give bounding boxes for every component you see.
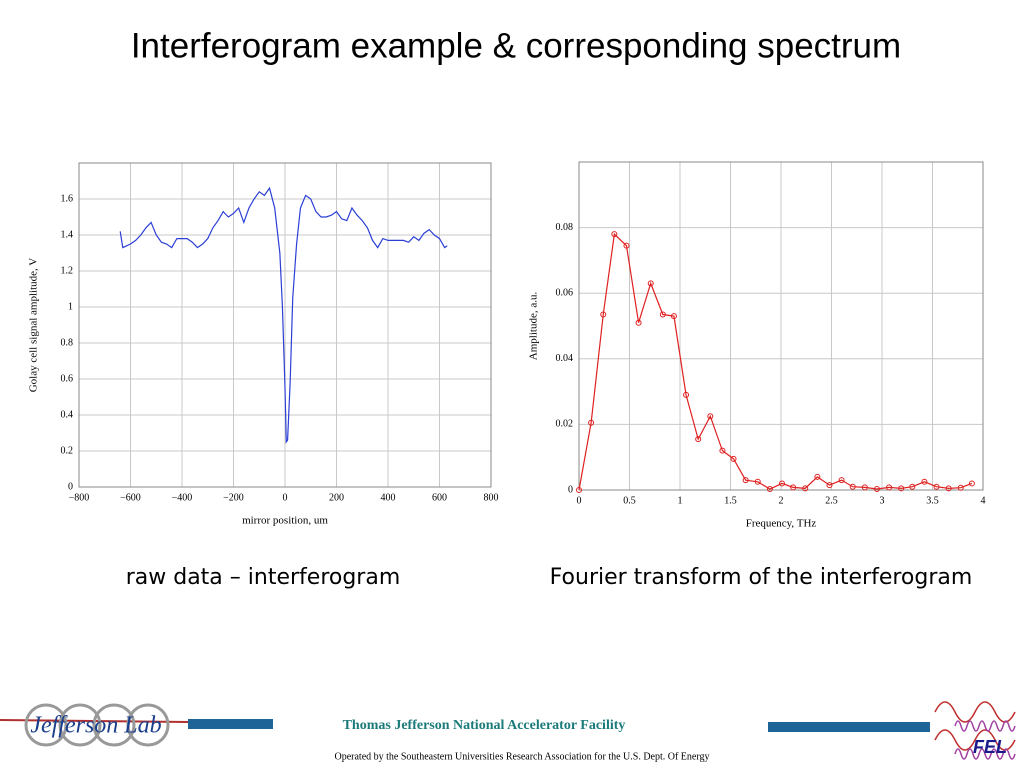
data-point	[921, 478, 928, 485]
footer-bar	[188, 719, 273, 729]
data-line	[119, 186, 448, 444]
y-tick-label: 0.08	[556, 222, 574, 233]
x-axis-label: mirror position, um	[242, 515, 328, 527]
data-point	[957, 484, 964, 491]
y-tick-label: 0.4	[61, 409, 74, 420]
y-tick-label: 1.4	[61, 229, 74, 240]
data-point	[635, 319, 642, 326]
x-tick-label: 2	[779, 495, 784, 506]
data-point	[968, 480, 975, 487]
y-tick-label: 0.8	[61, 337, 74, 348]
y-tick-label: 0.06	[556, 287, 574, 298]
data-point	[647, 280, 654, 287]
data-point	[838, 477, 845, 484]
data-point	[683, 391, 690, 398]
x-tick-label: 0	[283, 492, 288, 503]
x-tick-label: 0	[577, 495, 582, 506]
data-point	[886, 484, 893, 491]
x-tick-label: −400	[172, 492, 193, 503]
data-point	[670, 313, 677, 320]
data-point	[933, 483, 940, 490]
data-point	[766, 486, 773, 493]
x-tick-label: 2.5	[825, 495, 838, 506]
data-point	[742, 477, 749, 484]
data-point	[814, 473, 821, 480]
data-point	[826, 482, 833, 489]
y-tick-label: 0.2	[61, 445, 74, 456]
x-tick-label: −800	[69, 492, 90, 503]
x-tick-label: 400	[381, 492, 396, 503]
footer-bar	[768, 722, 930, 732]
y-axis-label: Amplitude, a.u.	[528, 292, 540, 361]
operated-by: Operated by the Southeastern Universitie…	[335, 751, 710, 762]
data-point	[861, 484, 868, 491]
logo-text: Jefferson Lab	[30, 713, 161, 739]
y-tick-label: 0	[68, 481, 73, 492]
x-tick-label: −600	[120, 492, 141, 503]
data-point	[945, 485, 952, 492]
data-point	[802, 485, 809, 492]
data-point	[707, 413, 714, 420]
jlab-logo: Jefferson Lab	[0, 703, 189, 747]
x-tick-label: 200	[329, 492, 344, 503]
data-point	[849, 483, 856, 490]
data-point	[659, 311, 666, 318]
y-tick-label: 1.2	[61, 265, 74, 276]
slide-title: Interferogram example & corresponding sp…	[131, 26, 901, 65]
data-point	[754, 478, 761, 485]
x-tick-label: 800	[484, 492, 499, 503]
y-tick-label: 1	[68, 301, 73, 312]
x-tick-label: 600	[432, 492, 447, 503]
x-tick-label: 1	[678, 495, 683, 506]
logo-text: FEL	[973, 737, 1007, 757]
caption: Fourier transform of the interferogram	[550, 565, 973, 590]
data-point	[898, 485, 905, 492]
data-point	[600, 311, 607, 318]
data-point	[623, 242, 630, 249]
x-tick-label: 0.5	[623, 495, 636, 506]
y-tick-label: 1.6	[61, 193, 74, 204]
data-point	[790, 484, 797, 491]
data-point	[611, 231, 618, 238]
data-point	[873, 486, 880, 493]
data-point	[730, 455, 737, 462]
facility-name: Thomas Jefferson National Accelerator Fa…	[343, 718, 626, 733]
data-point	[779, 480, 786, 487]
data-point	[719, 447, 726, 454]
data-line	[578, 232, 973, 491]
y-tick-label: 0.04	[556, 353, 574, 364]
x-tick-label: 3.5	[926, 495, 939, 506]
data-point	[588, 419, 595, 426]
x-tick-label: 1.5	[724, 495, 737, 506]
y-axis-label: Golay cell signal amplitude, V	[28, 258, 40, 393]
fel-logo: FEL	[934, 701, 1016, 760]
x-tick-label: 4	[981, 495, 986, 506]
x-axis-label: Frequency, THz	[746, 518, 817, 530]
data-point	[695, 436, 702, 443]
data-point	[576, 487, 582, 493]
plot-frame	[578, 161, 984, 491]
x-tick-label: 3	[880, 495, 885, 506]
x-tick-label: −200	[223, 492, 244, 503]
y-tick-label: 0	[568, 484, 573, 495]
data-point	[909, 483, 916, 490]
y-tick-label: 0.02	[556, 419, 574, 430]
caption: raw data – interferogram	[126, 565, 401, 590]
plot-frame	[78, 162, 492, 488]
y-tick-label: 0.6	[61, 373, 74, 384]
